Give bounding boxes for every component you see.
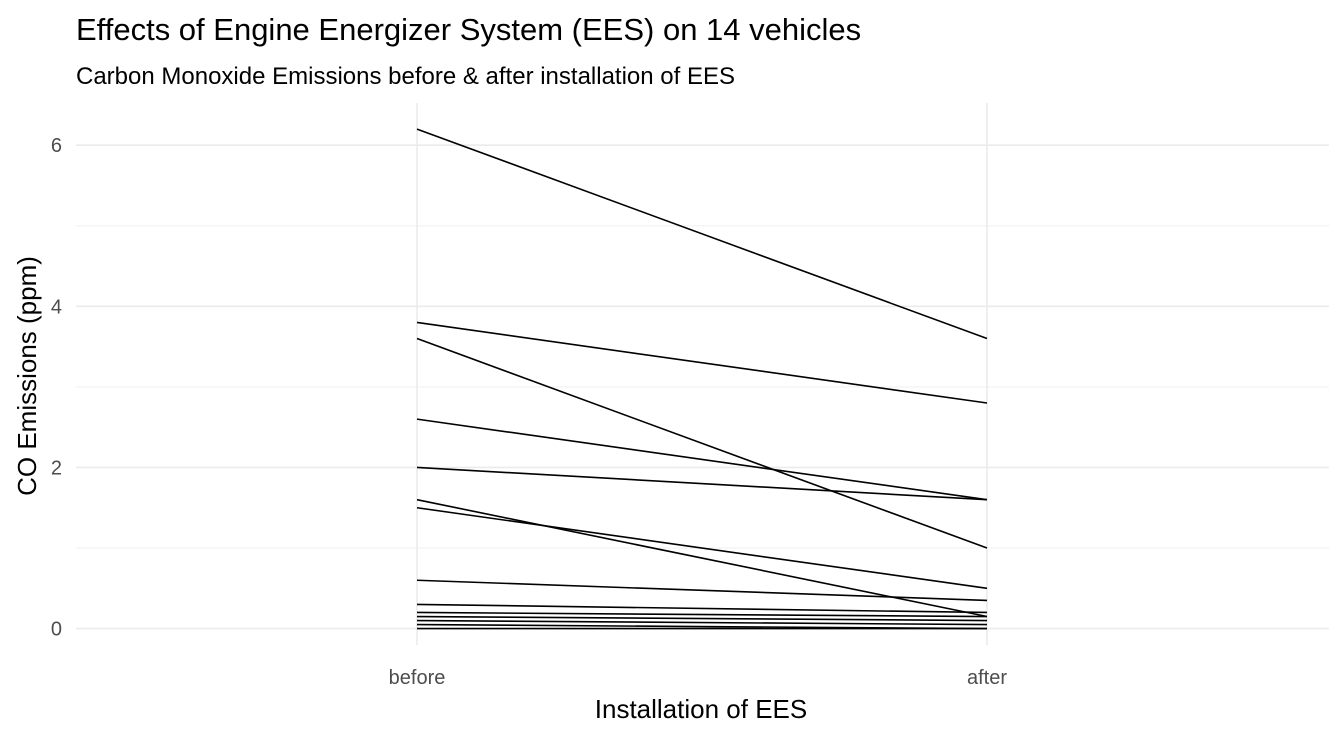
vehicle-line	[416, 466, 988, 501]
vehicle-line	[416, 337, 988, 549]
vehicle-line	[416, 506, 988, 590]
x-axis-title: Installation of EES	[595, 694, 807, 724]
grid	[76, 103, 1329, 645]
y-axis-title: CO Emissions (ppm)	[12, 256, 42, 496]
y-tick-label: 4	[51, 296, 62, 318]
y-tick-label: 6	[51, 135, 62, 157]
chart-title: Effects of Engine Energizer System (EES)…	[76, 12, 861, 47]
x-tick-label: after	[967, 667, 1007, 689]
vehicle-line	[416, 418, 988, 501]
x-axis-ticks: before after	[389, 667, 1008, 689]
vehicle-line	[416, 619, 988, 626]
chart-subtitle: Carbon Monoxide Emissions before & after…	[76, 63, 735, 90]
series-lines	[416, 128, 988, 630]
y-tick-label: 0	[51, 619, 62, 641]
vehicle-line	[416, 128, 988, 340]
y-axis-ticks: 0 2 4 6	[51, 135, 62, 640]
vehicle-line	[416, 321, 988, 404]
x-tick-label: before	[389, 667, 446, 689]
vehicle-line	[416, 611, 988, 618]
y-tick-label: 2	[51, 457, 62, 479]
vehicle-line	[416, 603, 988, 614]
vehicle-line	[416, 579, 988, 602]
vehicle-line	[416, 615, 988, 622]
